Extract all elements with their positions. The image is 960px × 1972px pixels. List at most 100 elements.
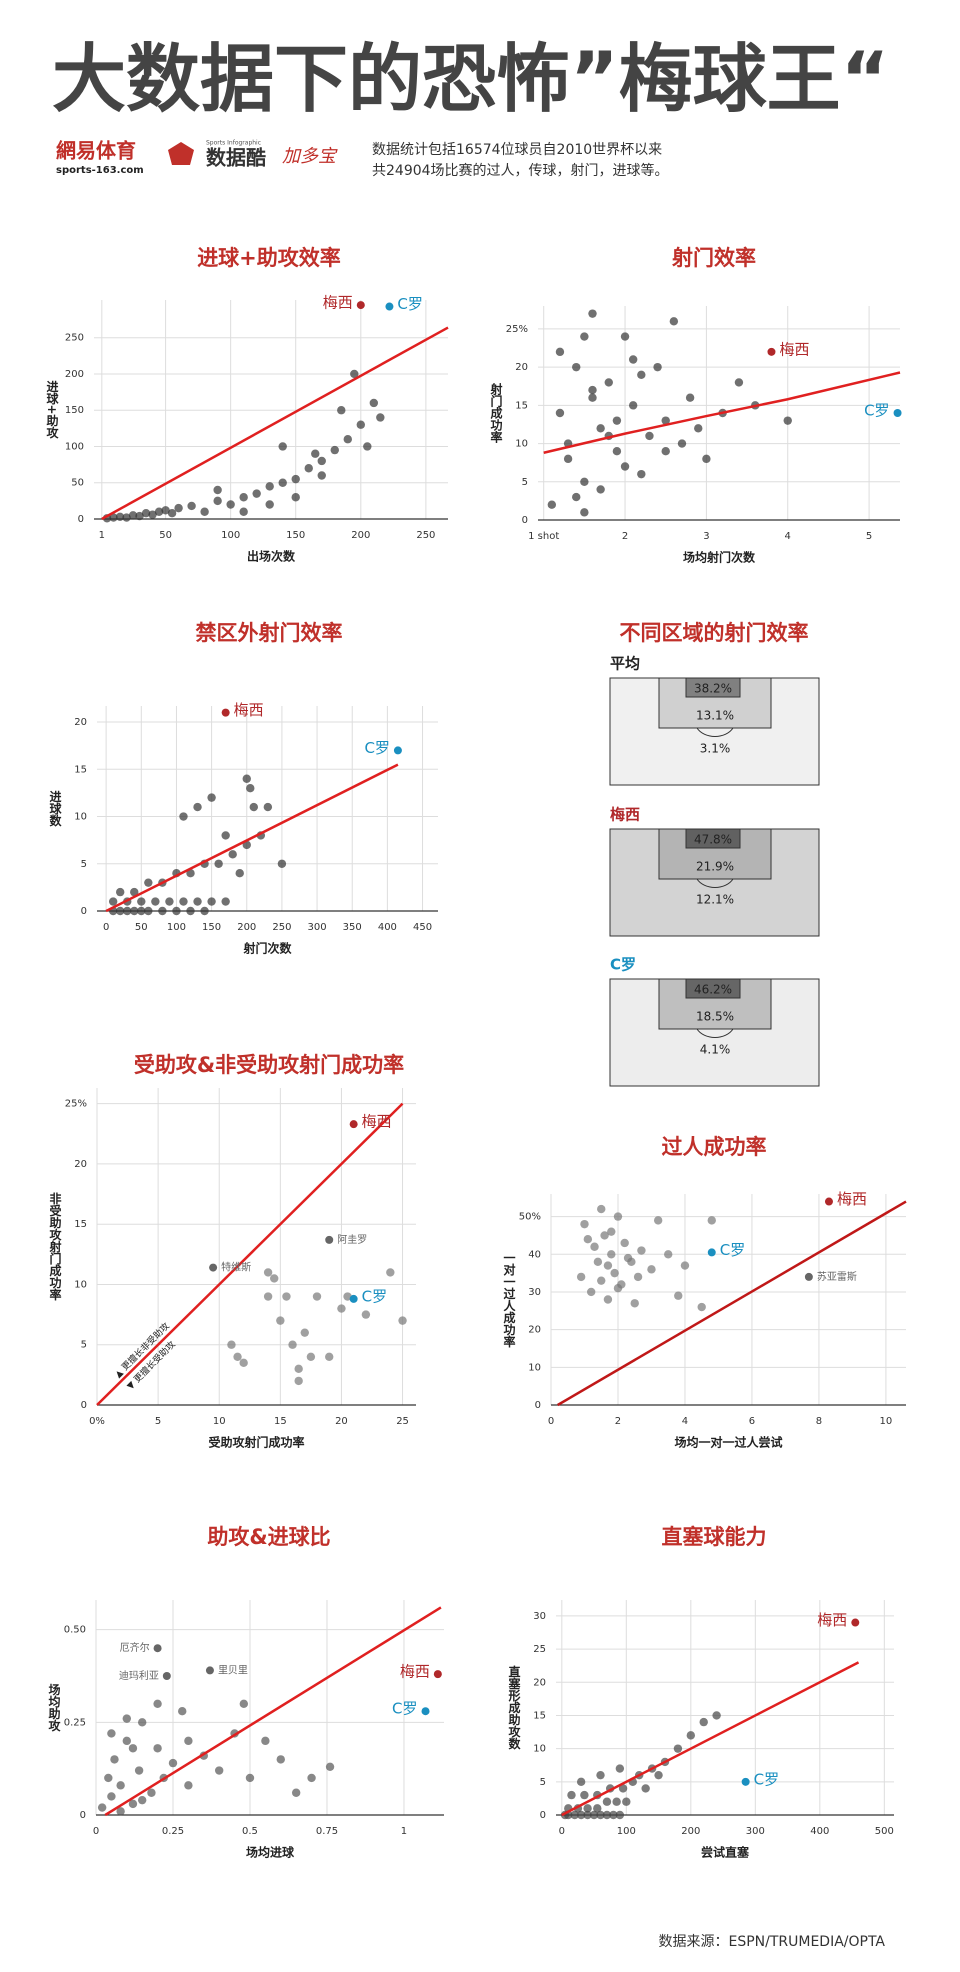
point bbox=[128, 511, 138, 520]
zone-label: 21.9% bbox=[696, 860, 734, 874]
trend-line bbox=[104, 1606, 442, 1817]
point bbox=[291, 474, 300, 484]
point bbox=[221, 831, 230, 840]
y-axis-label: 进球数 bbox=[48, 789, 62, 827]
x-tick-label: 5 bbox=[155, 1416, 161, 1427]
point bbox=[116, 1807, 125, 1816]
point bbox=[376, 413, 385, 422]
highlight-point bbox=[153, 1644, 162, 1653]
point bbox=[158, 906, 167, 916]
x-tick-label: 4 bbox=[682, 1416, 688, 1427]
y-tick-label: 25% bbox=[65, 1099, 87, 1110]
point bbox=[615, 1810, 625, 1820]
x-tick-label: 450 bbox=[413, 922, 432, 933]
point bbox=[137, 906, 146, 916]
zone-arc bbox=[696, 727, 734, 737]
point bbox=[239, 1358, 248, 1368]
zone-label: 38.2% bbox=[694, 682, 732, 696]
y-tick-label: 20 bbox=[74, 717, 87, 728]
point bbox=[590, 1242, 599, 1251]
zone-label: 13.1% bbox=[696, 709, 734, 723]
point bbox=[363, 442, 372, 451]
point bbox=[107, 1729, 116, 1738]
x-tick-label: 400 bbox=[378, 922, 397, 933]
point bbox=[620, 462, 630, 471]
y-tick-label: 50% bbox=[519, 1212, 541, 1223]
trend-line bbox=[96, 1102, 404, 1406]
y-tick-label: 20 bbox=[528, 1325, 541, 1336]
y-tick-label: 10 bbox=[533, 1744, 546, 1755]
point bbox=[653, 1216, 663, 1225]
chart-title: 受助攻&非受助攻射门成功率 bbox=[134, 1053, 404, 1077]
highlight-point bbox=[349, 1120, 358, 1129]
point bbox=[278, 442, 287, 451]
point bbox=[291, 1788, 301, 1797]
x-tick-label: 20 bbox=[335, 1416, 348, 1427]
point bbox=[572, 362, 581, 372]
logo-netease: 網易体育 bbox=[56, 139, 136, 163]
point bbox=[270, 1274, 279, 1283]
point bbox=[602, 1797, 612, 1806]
point bbox=[115, 512, 125, 522]
point bbox=[645, 431, 654, 441]
y-tick-label: 40 bbox=[528, 1249, 541, 1260]
point bbox=[588, 385, 597, 395]
x-tick-label: 2 bbox=[615, 1416, 621, 1427]
point bbox=[317, 471, 326, 480]
highlight-point bbox=[741, 1777, 750, 1786]
zone-label: 18.5% bbox=[696, 1010, 734, 1024]
x-tick-label: 150 bbox=[202, 922, 221, 933]
x-tick-label: 100 bbox=[617, 1826, 636, 1837]
point bbox=[116, 1781, 125, 1790]
point bbox=[109, 513, 118, 522]
zone-goal bbox=[685, 828, 741, 849]
point bbox=[128, 1744, 138, 1753]
zone-label: 47.8% bbox=[694, 833, 732, 847]
point bbox=[135, 511, 144, 521]
x-tick-label: 10 bbox=[213, 1416, 226, 1427]
point bbox=[680, 1261, 690, 1270]
point bbox=[165, 897, 174, 906]
point bbox=[637, 1246, 646, 1255]
point bbox=[547, 500, 557, 509]
y-axis-label: 直塞形成助攻数 bbox=[507, 1664, 521, 1750]
point bbox=[589, 1810, 599, 1820]
point bbox=[153, 1699, 162, 1708]
point bbox=[633, 1272, 643, 1282]
point bbox=[337, 1304, 346, 1313]
point bbox=[184, 1781, 193, 1790]
point bbox=[153, 1744, 162, 1753]
y-tick-label: 0.25 bbox=[64, 1717, 86, 1728]
point-label: 苏亚雷斯 bbox=[817, 1270, 857, 1283]
page-title: 大数据下的恐怖”梅球王“ bbox=[52, 37, 889, 123]
chart-title: 助攻&进球比 bbox=[207, 1525, 330, 1549]
point bbox=[214, 1766, 224, 1775]
highlight-point bbox=[767, 347, 776, 356]
zone-label: 12.1% bbox=[696, 893, 734, 907]
y-tick-label: 25 bbox=[533, 1644, 546, 1655]
point bbox=[263, 1292, 273, 1301]
point bbox=[350, 369, 359, 379]
chart-title: 进球+助攻效率 bbox=[197, 246, 341, 270]
x-axis-label: 受助攻射门成功率 bbox=[208, 1435, 304, 1450]
point bbox=[123, 906, 132, 916]
x-tick-label: 1 bbox=[401, 1826, 407, 1837]
x-tick-label: 0.5 bbox=[242, 1826, 258, 1837]
point bbox=[144, 906, 153, 916]
point-label: 梅西 bbox=[400, 1663, 430, 1681]
source: 数据来源：ESPN/TRUMEDIA/OPTA bbox=[658, 1934, 885, 1950]
point bbox=[174, 503, 183, 513]
x-tick-label: 5 bbox=[866, 531, 872, 542]
point bbox=[130, 906, 139, 916]
point bbox=[239, 493, 248, 502]
x-tick-label: 50 bbox=[135, 922, 148, 933]
point bbox=[110, 1755, 119, 1764]
point bbox=[304, 464, 313, 473]
point bbox=[343, 1292, 352, 1301]
trend-line bbox=[101, 326, 449, 521]
point bbox=[122, 513, 131, 522]
point bbox=[607, 1250, 616, 1259]
point bbox=[618, 1784, 628, 1793]
point bbox=[604, 378, 613, 387]
x-tick-label: 4 bbox=[785, 531, 791, 542]
